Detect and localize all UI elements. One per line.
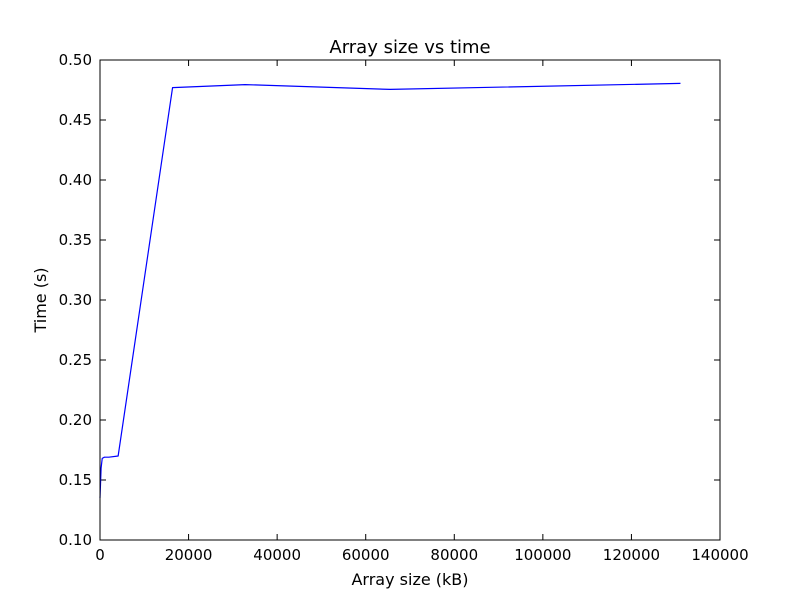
y-tick-label: 0.50 xyxy=(59,51,92,69)
plot-frame xyxy=(99,59,721,541)
chart-title: Array size vs time xyxy=(329,37,490,58)
x-tick-label: 100000 xyxy=(514,546,571,564)
y-tick-label: 0.20 xyxy=(59,411,92,429)
x-tick-label: 20000 xyxy=(165,546,213,564)
y-axis-label: Time (s) xyxy=(31,267,50,333)
x-tick-label: 40000 xyxy=(253,546,301,564)
y-tick-label: 0.40 xyxy=(59,171,92,189)
y-tick-label: 0.30 xyxy=(59,291,92,309)
series-group xyxy=(99,82,681,499)
x-tick-label: 80000 xyxy=(430,546,478,564)
y-tick-label: 0.25 xyxy=(59,351,92,369)
y-tick-label: 0.15 xyxy=(59,471,92,489)
tick-group: 0 20000 40000 60000 80000 100000 120000 140000 0… xyxy=(59,51,749,564)
series-line xyxy=(99,82,681,499)
y-tick-label: 0.10 xyxy=(59,531,92,549)
x-axis-label: Array size (kB) xyxy=(351,570,468,589)
x-tick-label: 0 xyxy=(95,546,105,564)
x-tick-label: 120000 xyxy=(603,546,660,564)
y-tick-label: 0.45 xyxy=(59,111,92,129)
x-tick-label: 140000 xyxy=(691,546,748,564)
x-tick-label: 60000 xyxy=(342,546,390,564)
y-tick-label: 0.35 xyxy=(59,231,92,249)
